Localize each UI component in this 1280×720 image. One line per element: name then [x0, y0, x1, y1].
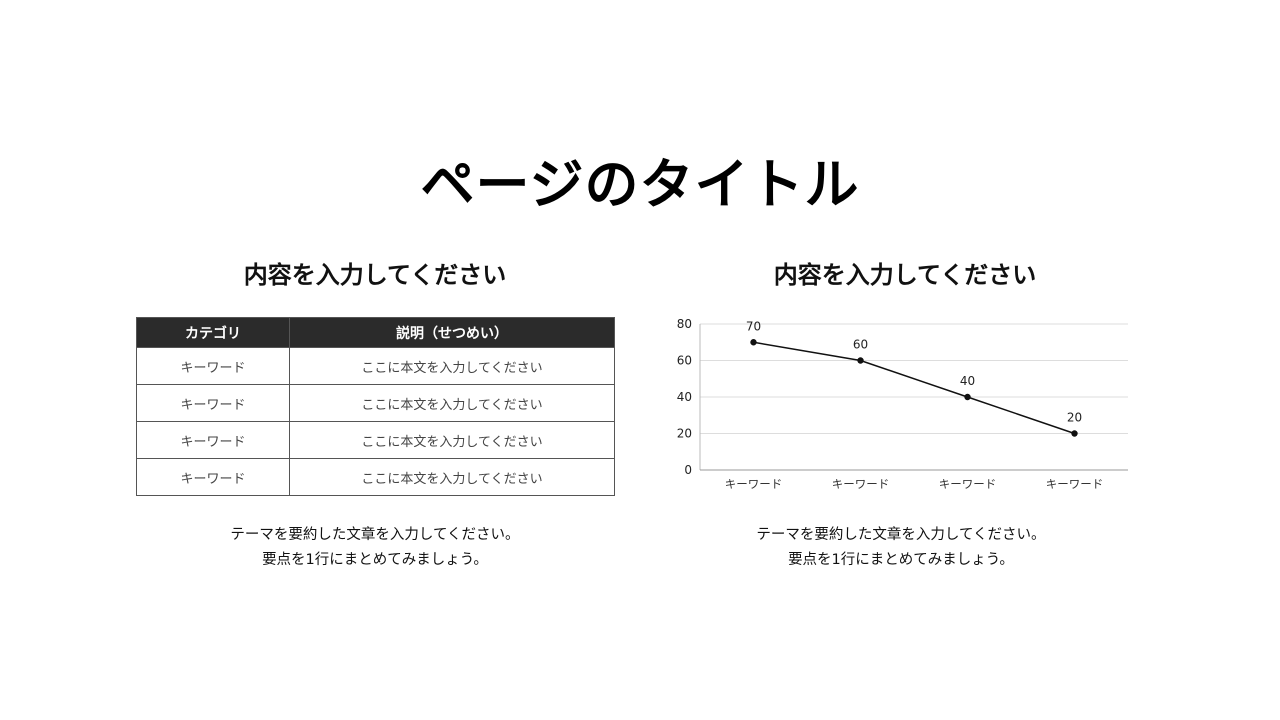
- y-tick-label: 60: [677, 354, 692, 368]
- data-point: [857, 357, 864, 364]
- y-tick-label: 20: [677, 427, 692, 441]
- cell-description: ここに本文を入力してください: [289, 421, 615, 459]
- data-label: 60: [853, 338, 868, 352]
- table-row: キーワード ここに本文を入力してください: [136, 347, 615, 385]
- x-category-label: キーワード: [832, 477, 890, 491]
- page-title: ページのタイトル: [420, 153, 860, 216]
- line-chart: 0 20 40 60 80 キーワード キーワード キーワード キーワード 70 60 40 20: [677, 317, 1128, 491]
- data-point: [1071, 430, 1078, 437]
- y-tick-label: 80: [677, 317, 692, 331]
- summary-line-1: テーマを要約した文章を入力してください。: [756, 527, 1046, 543]
- left-section-heading: 内容を入力してください: [243, 261, 507, 289]
- keyword-table: カテゴリ 説明（せつめい） キーワード ここに本文を入力してください キーワード…: [136, 317, 615, 496]
- data-label: 70: [746, 319, 761, 333]
- right-section-heading: 内容を入力してください: [773, 261, 1037, 289]
- cell-category: キーワード: [136, 384, 290, 422]
- table-row: キーワード ここに本文を入力してください: [136, 421, 615, 459]
- left-summary: テーマを要約した文章を入力してください。 要点を1行にまとめてみましょう。: [136, 523, 614, 573]
- series-line: [753, 341, 1075, 435]
- data-point: [964, 393, 971, 401]
- cell-description: ここに本文を入力してください: [289, 384, 615, 422]
- summary-line-2: 要点を1行にまとめてみましょう。: [262, 552, 488, 568]
- x-category-label: キーワード: [725, 477, 783, 491]
- cell-category: キーワード: [136, 458, 290, 496]
- summary-line-2: 要点を1行にまとめてみましょう。: [788, 552, 1014, 568]
- x-category-label: キーワード: [1046, 477, 1104, 491]
- table-row: キーワード ここに本文を入力してください: [136, 384, 615, 422]
- column-header-category: カテゴリ: [136, 317, 290, 348]
- data-point: [750, 339, 757, 346]
- table-header-row: カテゴリ 説明（せつめい）: [136, 317, 615, 348]
- y-tick-label: 0: [684, 463, 692, 477]
- cell-description: ここに本文を入力してください: [289, 347, 615, 385]
- table-row: キーワード ここに本文を入力してください: [136, 458, 615, 496]
- right-summary: テーマを要約した文章を入力してください。 要点を1行にまとめてみましょう。: [665, 523, 1137, 573]
- x-category-label: キーワード: [939, 477, 997, 491]
- data-label: 40: [960, 374, 975, 388]
- y-tick-label: 40: [677, 390, 692, 404]
- cell-description: ここに本文を入力してください: [289, 458, 615, 496]
- cell-category: キーワード: [136, 347, 290, 385]
- summary-line-1: テーマを要約した文章を入力してください。: [230, 527, 520, 543]
- cell-category: キーワード: [136, 421, 290, 459]
- column-header-description: 説明（せつめい）: [289, 317, 615, 348]
- data-label: 20: [1067, 411, 1082, 425]
